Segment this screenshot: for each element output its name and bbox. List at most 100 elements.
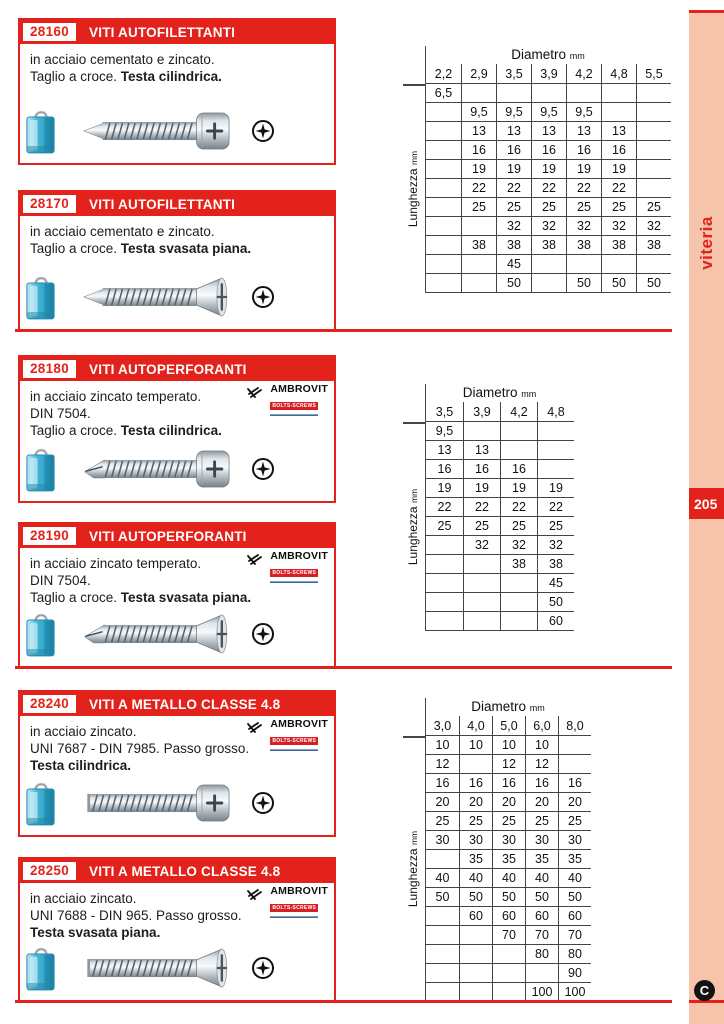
- length-value-cell: [463, 612, 500, 631]
- length-value-cell: 25: [426, 812, 459, 831]
- length-value-cell: 32: [566, 217, 601, 236]
- length-value-cell: [525, 964, 558, 983]
- description-line: in acciaio zincato temperato.: [30, 389, 202, 404]
- dimension-table: Lunghezza mm Diametro mm 3,5 3,9 4,2 4,8 9,5…: [403, 384, 574, 631]
- length-value-cell: 9,5: [566, 103, 601, 122]
- length-value-cell: [459, 945, 492, 964]
- length-value-cell: 19: [426, 479, 463, 498]
- length-value-cell: 30: [525, 831, 558, 850]
- product-section: 28250 VITI A METALLO CLASSE 4.8 in accia…: [18, 857, 336, 1002]
- description-line: Taglio a croce. Testa svasata piana.: [30, 590, 252, 605]
- screw-photo: [84, 450, 230, 488]
- product-code: 28170: [23, 195, 77, 213]
- brand-tagline: BOLTS-SCREWS: [270, 737, 319, 745]
- diameter-header-cell: 3,5: [426, 402, 463, 422]
- length-value-cell: [426, 926, 459, 945]
- length-value-cell: [601, 255, 636, 274]
- length-value-cell: 40: [426, 869, 459, 888]
- brand-name: AMBROVIT: [270, 718, 328, 730]
- length-value-cell: 40: [492, 869, 525, 888]
- length-axis-label: Lunghezza mm: [406, 830, 421, 908]
- table-line: [403, 84, 425, 86]
- length-value-cell: [492, 945, 525, 964]
- length-value-cell: 13: [496, 122, 531, 141]
- description-line: in acciaio cementato e zincato.: [30, 52, 215, 67]
- section-title: VITI AUTOPERFORANTI: [89, 361, 247, 377]
- length-value-cell: [500, 574, 537, 593]
- length-value-cell: [461, 255, 496, 274]
- length-value-cell: 16: [601, 141, 636, 160]
- length-value-cell: 30: [558, 831, 591, 850]
- length-value-cell: 38: [531, 236, 566, 255]
- description-line: UNI 7687 - DIN 7985. Passo grosso.: [30, 741, 250, 756]
- product-description: in acciaio zincato temperato. DIN 7504. Ta…: [20, 381, 334, 439]
- brand-underline: [270, 581, 319, 583]
- length-value-cell: 50: [601, 274, 636, 293]
- description-line: in acciaio cementato e zincato.: [30, 224, 215, 239]
- length-value-cell: [426, 907, 459, 926]
- length-value-cell: 50: [426, 888, 459, 907]
- package-box-icon: [26, 110, 55, 153]
- package-box-icon: [26, 947, 55, 990]
- length-value-cell: 20: [492, 793, 525, 812]
- length-value-cell: 16: [463, 460, 500, 479]
- length-value-cell: 25: [492, 812, 525, 831]
- diameter-header-cell: 4,8: [537, 402, 574, 422]
- length-value-cell: [500, 612, 537, 631]
- length-value-cell: 35: [492, 850, 525, 869]
- length-value-cell: 70: [492, 926, 525, 945]
- publisher-logo: C: [694, 980, 715, 1001]
- ambrovit-logo: AMBROVIT BOLTS-SCREWS: [247, 384, 328, 416]
- brand-underline: [270, 749, 319, 751]
- length-value-cell: [426, 103, 461, 122]
- length-value-cell: [461, 84, 496, 103]
- brand-name: AMBROVIT: [270, 885, 328, 897]
- product-row: [24, 941, 330, 995]
- product-section: 28170 VITI AUTOFILETTANTI in acciaio cem…: [18, 190, 336, 331]
- length-value-cell: 16: [531, 141, 566, 160]
- length-value-cell: [461, 274, 496, 293]
- length-value-cell: 22: [566, 179, 601, 198]
- length-value-cell: 38: [636, 236, 671, 255]
- length-value-cell: 10: [426, 736, 459, 755]
- section-header: 28250 VITI A METALLO CLASSE 4.8: [20, 859, 334, 883]
- length-value-cell: 22: [537, 498, 574, 517]
- length-value-cell: 19: [500, 479, 537, 498]
- length-value-cell: [426, 141, 461, 160]
- length-value-cell: 50: [459, 888, 492, 907]
- diameter-header-cell: 2,9: [461, 64, 496, 84]
- brand-tagline: BOLTS-SCREWS: [270, 402, 319, 410]
- product-row: [24, 270, 330, 324]
- length-value-cell: 60: [537, 612, 574, 631]
- diameter-header-cell: 2,2: [426, 64, 461, 84]
- phillips-drive-icon: [252, 286, 274, 308]
- length-value-cell: 38: [496, 236, 531, 255]
- product-code: 28240: [23, 695, 77, 713]
- length-value-cell: [426, 574, 463, 593]
- length-value-cell: [463, 574, 500, 593]
- length-value-cell: 10: [492, 736, 525, 755]
- section-title: VITI AUTOPERFORANTI: [89, 528, 247, 544]
- diameter-header-cell: 3,0: [426, 716, 459, 736]
- length-value-cell: 40: [558, 869, 591, 888]
- length-value-cell: [558, 755, 591, 774]
- section-title: VITI AUTOFILETTANTI: [89, 24, 236, 40]
- length-value-cell: 32: [496, 217, 531, 236]
- length-value-cell: 16: [496, 141, 531, 160]
- screw-photo: [82, 112, 230, 150]
- length-value-cell: 20: [558, 793, 591, 812]
- length-value-cell: 13: [463, 441, 500, 460]
- phillips-drive-icon: [252, 792, 274, 814]
- product-description: in acciaio zincato temperato. DIN 7504. Ta…: [20, 548, 334, 606]
- product-row: [24, 607, 330, 661]
- description-line: in acciaio zincato.: [30, 724, 137, 739]
- length-value-cell: 19: [463, 479, 500, 498]
- length-value-cell: [500, 422, 537, 441]
- length-value-cell: [426, 122, 461, 141]
- length-value-cell: [496, 84, 531, 103]
- length-value-cell: [636, 122, 671, 141]
- length-value-cell: [463, 422, 500, 441]
- length-value-cell: 25: [500, 517, 537, 536]
- length-value-cell: [463, 593, 500, 612]
- diameter-header-cell: 3,9: [463, 402, 500, 422]
